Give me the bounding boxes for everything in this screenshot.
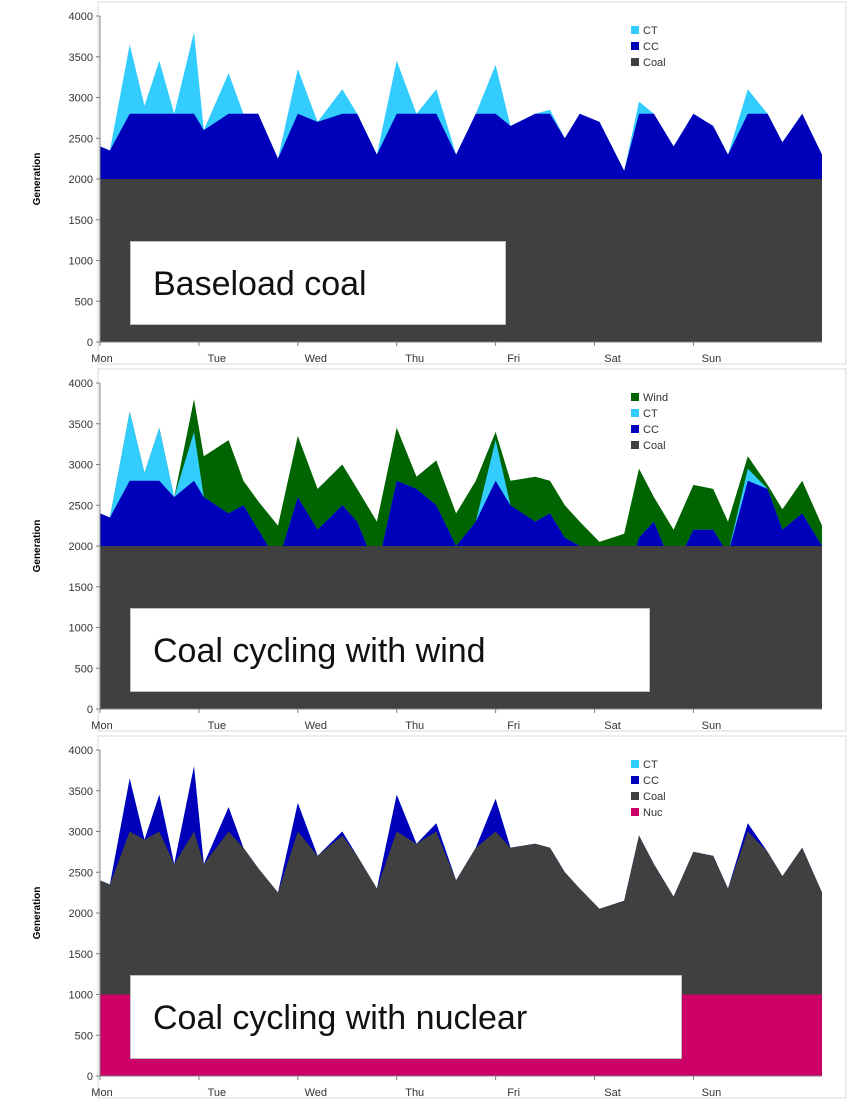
x-tick-label: Fri [507,1087,520,1099]
x-tick-label: Thu [405,1087,424,1099]
x-tick-label: Sun [702,720,722,732]
legend-swatch-nuc [631,808,639,816]
legend-swatch-wind [631,393,639,401]
legend-label-cc: CC [643,424,659,436]
y-tick-label: 3000 [69,827,93,839]
legend-swatch-coal [631,58,639,66]
y-tick-label: 3500 [69,52,93,64]
x-tick-label: Sun [702,1087,722,1099]
legend-swatch-coal [631,792,639,800]
legend-label-coal: Coal [643,791,666,803]
legend-label-coal: Coal [643,57,666,69]
y-tick-label: 4000 [69,378,93,390]
x-tick-label: Thu [405,720,424,732]
chart-frame [97,735,847,1099]
x-tick-label: Wed [305,1087,327,1099]
y-tick-label: 1500 [69,949,93,961]
y-tick-label: 2500 [69,133,93,145]
y-tick-label: 500 [75,1030,93,1042]
y-tick-label: 1500 [69,215,93,227]
chart-caption: Coal cycling with nuclear [130,975,682,1059]
y-tick-label: 0 [87,704,93,716]
legend-swatch-cc [631,776,639,784]
y-tick-label: 1000 [69,256,93,268]
y-tick-label: 0 [87,1071,93,1083]
y-tick-label: 4000 [69,11,93,23]
x-tick-label: Wed [305,720,327,732]
x-tick-label: Fri [507,720,520,732]
y-tick-label: 3500 [69,419,93,431]
y-axis-title: Generation [32,887,43,940]
y-tick-label: 2000 [69,541,93,553]
legend-label-wind: Wind [643,392,668,404]
x-tick-label: Mon [91,353,112,365]
chart-frame [97,1,847,365]
legend-label-coal: Coal [643,440,666,452]
x-tick-label: Tue [208,1087,227,1099]
x-tick-label: Mon [91,720,112,732]
legend-label-cc: CC [643,41,659,53]
chart-panel-nuclear: 0 500 1000 1500 2000 2500 3000 3500 4000 Mon Tue We… [0,734,850,1101]
y-tick-label: 3000 [69,460,93,472]
x-tick-label: Sun [702,353,722,365]
legend-swatch-ct [631,26,639,34]
x-tick-label: Mon [91,1087,112,1099]
legend-swatch-cc [631,425,639,433]
chart-caption: Coal cycling with wind [130,608,650,692]
y-tick-label: 3500 [69,786,93,798]
legend-label-cc: CC [643,775,659,787]
x-tick-label: Sat [604,1087,621,1099]
y-tick-label: 3000 [69,93,93,105]
x-tick-label: Sat [604,353,621,365]
y-tick-label: 4000 [69,745,93,757]
legend-label-ct: CT [643,408,658,420]
x-tick-label: Tue [208,720,227,732]
y-tick-label: 500 [75,296,93,308]
legend-label-ct: CT [643,759,658,771]
x-tick-label: Tue [208,353,227,365]
y-tick-label: 1000 [69,623,93,635]
x-tick-label: Fri [507,353,520,365]
chart-panel-baseload: 0 500 1000 1500 2000 2500 3000 3500 4000 Mon Tue We… [0,0,850,367]
y-tick-label: 1500 [69,582,93,594]
chart-panel-wind: 0 500 1000 1500 2000 2500 3000 3500 4000 Mon Tue We… [0,367,850,734]
y-tick-label: 2500 [69,867,93,879]
legend-swatch-cc [631,42,639,50]
y-tick-label: 500 [75,663,93,675]
legend-swatch-ct [631,760,639,768]
x-tick-label: Sat [604,720,621,732]
y-tick-label: 2500 [69,500,93,512]
x-tick-label: Wed [305,353,327,365]
chart-frame [97,368,847,732]
y-axis-title: Generation [32,153,43,206]
legend-label-ct: CT [643,25,658,37]
y-tick-label: 2000 [69,908,93,920]
y-tick-label: 0 [87,337,93,349]
legend-label-nuc: Nuc [643,807,663,819]
y-axis-title: Generation [32,520,43,573]
legend-swatch-ct [631,409,639,417]
chart-caption: Baseload coal [130,241,506,325]
y-tick-label: 1000 [69,990,93,1002]
legend-swatch-coal [631,441,639,449]
y-tick-label: 2000 [69,174,93,186]
x-tick-label: Thu [405,353,424,365]
